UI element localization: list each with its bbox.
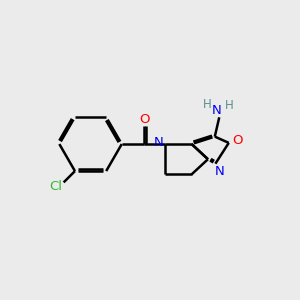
Text: N: N — [212, 104, 222, 117]
Text: H: H — [224, 99, 233, 112]
Text: O: O — [139, 112, 149, 126]
Text: O: O — [232, 134, 243, 147]
Text: N: N — [153, 136, 163, 149]
Text: N: N — [215, 166, 225, 178]
Text: Cl: Cl — [49, 180, 62, 193]
Text: H: H — [202, 98, 211, 111]
